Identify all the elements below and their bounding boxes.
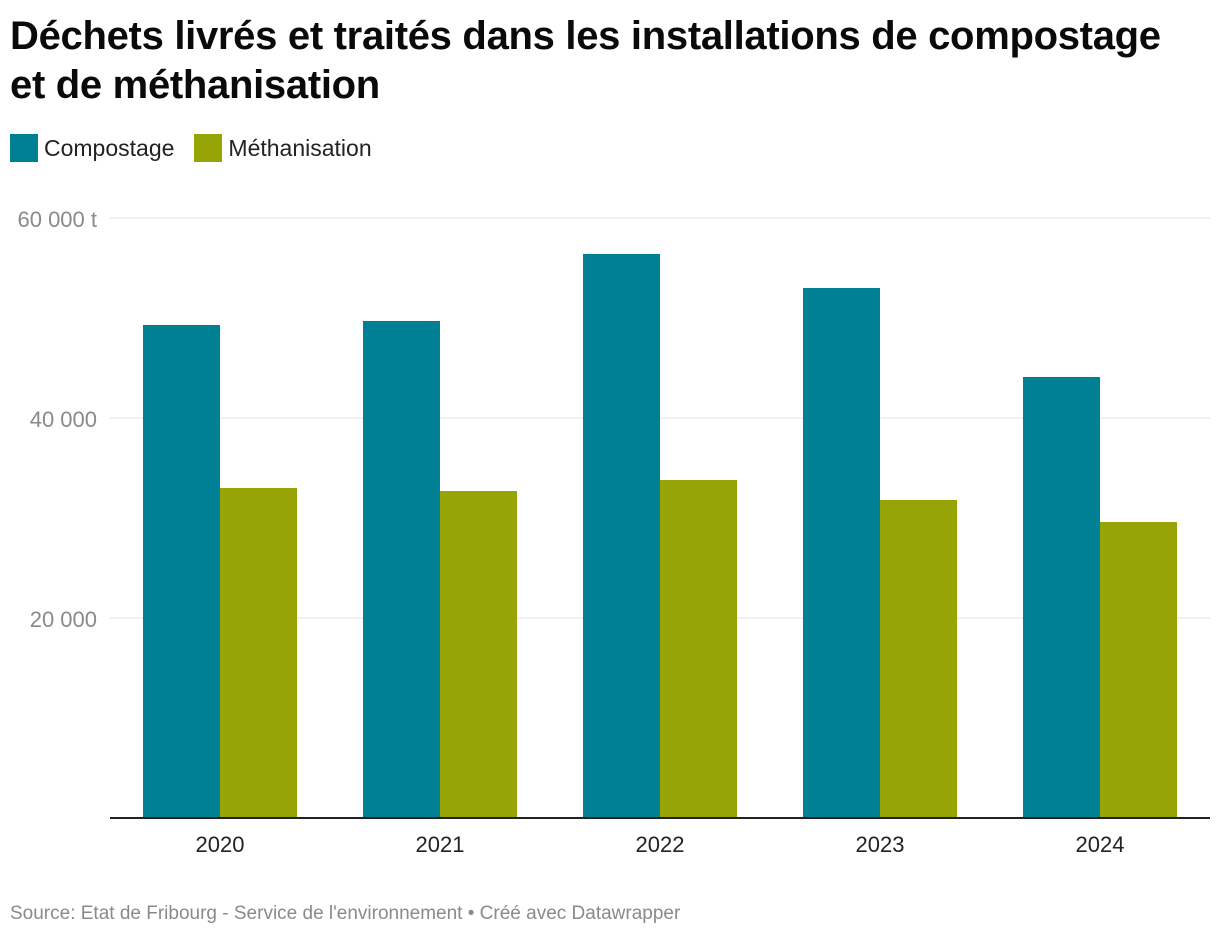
x-tick-label-2024: 2024	[1076, 832, 1125, 857]
source-note: Source: Etat de Fribourg - Service de l'…	[10, 903, 681, 924]
legend-item-methanisation: Méthanisation	[194, 134, 372, 162]
bar-compostage-2021	[363, 321, 440, 818]
x-tick-label-2021: 2021	[416, 832, 465, 857]
x-tick-label-2023: 2023	[856, 832, 905, 857]
bar-methanisation-2022	[660, 480, 737, 818]
bar-chart: 20 000 40 000 60 000 t 2020 2021 2022 2023 2024	[17, 207, 1210, 857]
legend-label-methanisation: Méthanisation	[228, 134, 372, 161]
x-tick-label-2020: 2020	[196, 832, 245, 857]
y-tick-label-60000: 60 000 t	[17, 207, 97, 232]
y-tick-label-40000: 40 000	[30, 407, 97, 432]
legend-swatch-compostage	[10, 134, 38, 162]
legend-label-compostage: Compostage	[44, 134, 175, 161]
bar-compostage-2023	[803, 288, 880, 818]
legend: Compostage Méthanisation	[10, 134, 392, 162]
bar-methanisation-2023	[880, 500, 957, 818]
legend-swatch-methanisation	[194, 134, 223, 162]
bar-compostage-2024	[1023, 377, 1100, 818]
bar-methanisation-2021	[440, 491, 517, 818]
bar-methanisation-2020	[220, 488, 297, 818]
y-tick-label-20000: 20 000	[30, 607, 97, 632]
bar-methanisation-2024	[1100, 522, 1177, 818]
legend-item-compostage: Compostage	[10, 134, 174, 162]
chart-title: Déchets livrés et traités dans les insta…	[10, 14, 1161, 107]
bar-compostage-2020	[143, 325, 220, 818]
x-tick-label-2022: 2022	[636, 832, 685, 857]
bar-compostage-2022	[583, 254, 660, 818]
